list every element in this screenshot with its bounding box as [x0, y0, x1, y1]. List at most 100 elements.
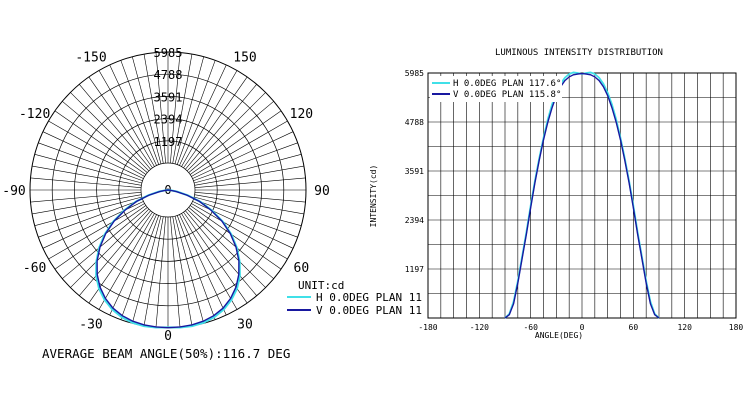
x-axis-label: ANGLE(DEG)	[535, 331, 583, 340]
polar-spoke	[193, 142, 298, 182]
polar-spoke	[170, 52, 181, 164]
polar-ring-label: 1197	[154, 135, 183, 149]
polar-spoke	[143, 216, 164, 326]
polar-spoke	[34, 153, 142, 184]
polar-spoke	[143, 54, 164, 164]
polar-spoke	[38, 142, 143, 182]
polar-spoke	[109, 214, 157, 316]
polar-spoke	[172, 216, 193, 326]
polar-spoke	[174, 216, 205, 324]
polar-spoke	[155, 216, 166, 328]
polar-spoke	[192, 131, 294, 179]
polar-spoke	[34, 196, 142, 227]
x-tick-label: -180	[418, 323, 437, 332]
polar-spoke	[194, 192, 306, 203]
polar-spoke	[32, 165, 142, 186]
polar-spoke	[54, 205, 147, 270]
polar-spoke	[192, 201, 294, 249]
polar-spoke	[191, 120, 288, 177]
cartesian-legend-text: V 0.0DEG PLAN 115.8°	[453, 90, 561, 100]
polar-spoke	[193, 198, 298, 238]
polar-angle-label: -120	[19, 107, 50, 122]
polar-spoke	[30, 177, 142, 188]
polar-spoke	[176, 215, 216, 320]
polar-angle-label: 150	[233, 51, 256, 66]
polar-angle-label: -90	[2, 184, 25, 199]
polar-spoke	[62, 101, 148, 173]
polar-spoke	[88, 76, 153, 169]
polar-spoke	[176, 60, 216, 165]
polar-spoke	[186, 92, 266, 172]
polar-unit-label: UNIT:cd	[298, 279, 344, 292]
polar-angle-label: 0	[164, 329, 172, 344]
cartesian-title: LUMINOUS INTENSITY DISTRIBUTION	[495, 48, 663, 58]
polar-angle-label: 30	[237, 317, 253, 332]
polar-spoke	[186, 208, 266, 288]
polar-angle-label: 60	[294, 261, 310, 276]
polar-spoke	[191, 203, 288, 260]
polar-spoke	[70, 92, 150, 172]
polar-spoke	[109, 64, 157, 166]
polar-legend-text: H 0.0DEG PLAN 11	[316, 291, 422, 304]
cartesian-legend-bg	[430, 76, 562, 102]
polar-angle-label: 120	[290, 107, 313, 122]
polar-spoke	[48, 203, 145, 260]
polar-spoke	[120, 215, 160, 320]
y-axis-label: INTENSITY(cd)	[369, 165, 378, 228]
polar-spoke	[131, 56, 162, 164]
polar-spoke	[194, 177, 306, 188]
y-tick-label: 3591	[405, 167, 424, 176]
y-tick-label: 4788	[405, 118, 424, 127]
polar-spoke	[98, 70, 155, 167]
polar-angle-label: -150	[75, 51, 106, 66]
polar-legend-text: V 0.0DEG PLAN 11	[316, 304, 422, 317]
polar-spoke	[170, 216, 181, 328]
polar-angle-label: -30	[79, 317, 102, 332]
x-tick-label: 120	[677, 323, 692, 332]
polar-spoke	[189, 205, 282, 270]
polar-spoke	[174, 56, 205, 164]
x-tick-label: 60	[629, 323, 639, 332]
polar-spoke	[194, 153, 302, 184]
polar-spoke	[131, 216, 162, 324]
polar-spoke	[185, 210, 257, 296]
polar-spoke	[79, 210, 151, 296]
cartesian-legend-text: H 0.0DEG PLAN 117.6°	[453, 79, 561, 89]
polar-spoke	[188, 101, 274, 173]
polar-spoke	[194, 196, 302, 227]
polar-spoke	[189, 110, 282, 175]
polar-spoke	[42, 131, 144, 179]
polar-spoke	[54, 110, 147, 175]
cartesian-chart: LUMINOUS INTENSITY DISTRIBUTION 1197 2394 3…	[369, 48, 743, 340]
polar-spoke	[38, 198, 143, 238]
polar-ring-label: 4788	[154, 68, 183, 82]
y-tick-label: 1197	[405, 265, 424, 274]
polar-angle-label: 90	[314, 184, 330, 199]
polar-ring-label: 5985	[154, 46, 183, 60]
polar-legend-bg	[282, 278, 402, 322]
cartesian-series-v	[504, 72, 660, 319]
polar-spoke	[181, 70, 238, 167]
x-tick-label: -120	[470, 323, 489, 332]
polar-spoke	[181, 213, 238, 310]
polar-ring-label: 2394	[154, 113, 183, 127]
polar-spoke	[79, 84, 151, 170]
polar-spoke	[155, 52, 166, 164]
x-tick-label: -60	[523, 323, 538, 332]
polar-spoke	[194, 165, 304, 186]
polar-spoke	[179, 214, 227, 316]
polar-angle-label: -60	[23, 261, 46, 276]
y-tick-label: 2394	[405, 216, 424, 225]
y-tick-label: 5985	[405, 69, 424, 78]
polar-spoke	[70, 208, 150, 288]
polar-spoke	[120, 60, 160, 165]
polar-series-v	[96, 189, 240, 329]
polar-chart: 1197239435914788598500306090120150-30-60…	[2, 46, 422, 344]
polar-spoke	[172, 54, 193, 164]
polar-ring-label: 3591	[154, 90, 183, 104]
polar-spoke	[188, 207, 274, 279]
polar-spoke	[179, 64, 227, 166]
x-tick-label: 180	[729, 323, 744, 332]
